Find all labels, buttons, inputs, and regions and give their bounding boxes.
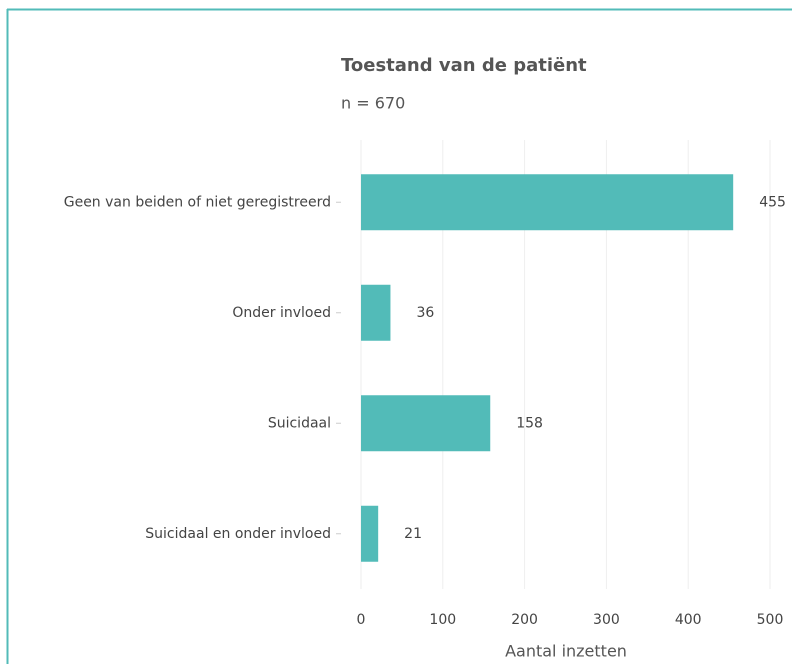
- y-tick-label: Geen van beiden of niet geregistreerd: [64, 194, 331, 210]
- x-tick-label: 100: [429, 612, 456, 628]
- chart-subtitle: n = 670: [341, 94, 405, 113]
- value-label: 158: [516, 415, 543, 431]
- value-label: 455: [759, 194, 786, 210]
- x-tick-label: 0: [357, 612, 366, 628]
- value-label: 36: [416, 305, 434, 321]
- x-tick-label: 200: [511, 612, 538, 628]
- y-tick-label: Suicidaal: [268, 415, 331, 431]
- x-tick-label: 300: [593, 612, 620, 628]
- chart-title: Toestand van de patiënt: [341, 55, 587, 76]
- x-axis-title: Aantal inzetten: [505, 642, 627, 661]
- bar: [361, 284, 391, 341]
- bar: [361, 174, 734, 231]
- bar: [361, 395, 491, 452]
- x-tick-label: 400: [675, 612, 702, 628]
- value-label: 21: [404, 526, 422, 542]
- bar: [361, 505, 379, 562]
- x-tick-label: 500: [757, 612, 784, 628]
- y-tick-label: Onder invloed: [232, 305, 331, 321]
- y-tick-label: Suicidaal en onder invloed: [145, 526, 331, 542]
